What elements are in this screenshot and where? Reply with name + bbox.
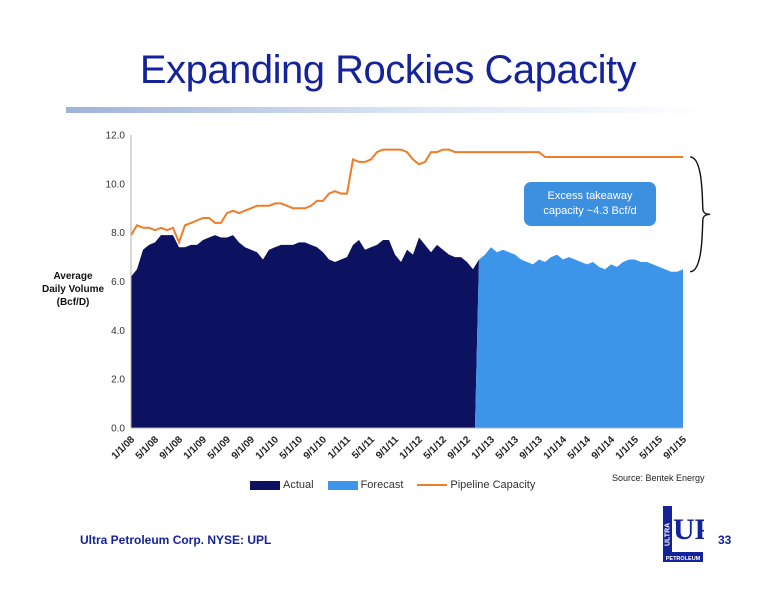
title-underline <box>66 107 710 113</box>
x-tick-label: 9/1/10 <box>302 434 330 462</box>
legend-item-actual: Actual <box>250 479 314 491</box>
x-tick-label: 1/1/10 <box>254 434 282 462</box>
logo-text-petroleum: PETROLEUM <box>666 556 701 562</box>
chart-series <box>130 148 683 428</box>
x-tick-label: 5/1/14 <box>566 434 594 462</box>
y-tick-label: 0.0 <box>111 424 125 435</box>
x-tick-label: 5/1/11 <box>350 434 377 461</box>
x-tick-label: 9/1/13 <box>518 434 546 462</box>
x-tick-label: 5/1/10 <box>278 434 306 462</box>
y-tick-label: 4.0 <box>111 326 125 337</box>
legend-swatch-pipeline <box>417 484 448 486</box>
x-tick-label: 1/1/08 <box>110 434 138 462</box>
x-tick-label: 5/1/12 <box>422 434 450 462</box>
x-tick-label: 9/1/14 <box>590 434 618 462</box>
x-tick-label: 5/1/09 <box>206 434 234 462</box>
legend-swatch-forecast <box>327 480 358 490</box>
legend-label-forecast: Forecast <box>360 479 404 491</box>
x-tick-label: 1/1/11 <box>326 434 353 461</box>
x-tick-label: 1/1/15 <box>614 434 642 462</box>
legend-item-pipeline: Pipeline Capacity <box>417 479 535 491</box>
y-tick-label: 8.0 <box>111 228 125 239</box>
legend-label-actual: Actual <box>283 479 314 491</box>
x-tick-label: 5/1/15 <box>638 434 666 462</box>
logo-text-ultra: ULTRA <box>665 523 672 546</box>
y-tick-label: 12.0 <box>106 131 126 142</box>
x-tick-label: 1/1/14 <box>542 434 570 462</box>
legend-item-forecast: Forecast <box>327 479 404 491</box>
x-tick-label: 1/1/09 <box>182 434 210 462</box>
series-area-forecast <box>475 247 683 428</box>
y-tick-label: 10.0 <box>106 179 126 190</box>
series-area-actual <box>131 235 479 428</box>
source-note: Source: Bentek Energy <box>612 473 705 483</box>
x-tick-label: 1/1/12 <box>398 434 426 462</box>
chart-legend: Actual Forecast Pipeline Capacity <box>250 479 549 491</box>
logo-text-up: UP <box>673 513 704 546</box>
y-axis-label: Average Daily Volume (Bcf/D) <box>40 270 106 309</box>
legend-swatch-actual <box>250 480 280 490</box>
x-tick-label: 5/1/13 <box>494 434 522 462</box>
slide-title: Expanding Rockies Capacity <box>139 48 637 92</box>
x-tick-label: 5/1/08 <box>134 434 162 462</box>
x-tick-label: 9/1/15 <box>662 434 690 462</box>
callout-line: Excess takeaway <box>547 190 633 202</box>
x-tick-label: 9/1/11 <box>374 434 401 461</box>
series-line-pipeline-capacity <box>130 148 683 246</box>
y-axis-label-line: Average <box>53 271 93 282</box>
y-axis-label-line: Daily Volume <box>41 284 105 295</box>
y-axis-label-line: (Bcf/D) <box>56 297 90 308</box>
ultra-petroleum-logo: ULTRA UP PETROLEUM <box>662 505 704 563</box>
x-tick-label: 9/1/08 <box>158 434 186 462</box>
excess-capacity-callout: Excess takeaway capacity ~4.3 Bcf/d <box>524 182 656 226</box>
y-axis: 0.0 2.0 4.0 6.0 8.0 10.0 12.0 <box>106 131 126 435</box>
callout-line: capacity ~4.3 Bcf/d <box>543 205 637 217</box>
page-number: 33 <box>718 533 732 547</box>
x-tick-label: 9/1/09 <box>230 434 258 462</box>
legend-label-pipeline: Pipeline Capacity <box>450 479 536 491</box>
y-tick-label: 6.0 <box>111 277 125 288</box>
footer-company: Ultra Petroleum Corp. NYSE: UPL <box>80 533 272 547</box>
y-tick-label: 2.0 <box>111 375 125 386</box>
x-tick-label: 1/1/13 <box>470 434 498 462</box>
excess-capacity-brace <box>689 156 711 273</box>
x-tick-label: 9/1/12 <box>446 434 474 462</box>
